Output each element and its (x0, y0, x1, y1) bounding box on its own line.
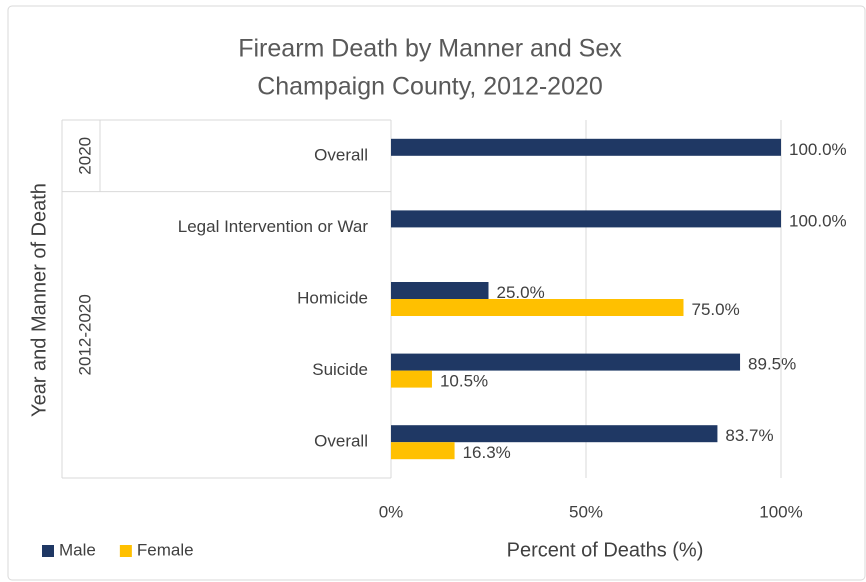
bar (391, 442, 455, 460)
bar (391, 210, 781, 228)
x-tick-label: 0% (379, 502, 404, 521)
data-label: 25.0% (497, 283, 545, 302)
y-tick-label: Overall (314, 145, 368, 164)
data-label: 10.5% (440, 372, 488, 391)
y-axis-title: Year and Manner of Death (28, 183, 50, 417)
y-tick-label: Suicide (312, 360, 368, 379)
data-label: 100.0% (789, 211, 847, 230)
bar (391, 299, 684, 316)
legend-label: Female (137, 540, 194, 559)
x-tick-label: 50% (569, 502, 603, 521)
data-label: 83.7% (725, 426, 773, 445)
bar (391, 138, 781, 156)
bar (391, 370, 432, 388)
bar (391, 353, 741, 371)
bar (391, 282, 489, 299)
y-tick-label: Legal Intervention or War (178, 217, 369, 236)
data-label: 89.5% (748, 355, 796, 374)
chart-title: Firearm Death by Manner and Sex (238, 35, 622, 63)
data-label: 75.0% (692, 300, 740, 319)
legend-label: Male (59, 540, 96, 559)
y-tick-label: Overall (314, 432, 368, 451)
group-label: 2020 (75, 137, 94, 175)
group-label: 2012-2020 (75, 294, 94, 375)
legend-swatch (42, 545, 54, 557)
legend-swatch (119, 545, 132, 557)
bar (391, 425, 718, 443)
x-axis-title: Percent of Deaths (%) (507, 539, 704, 561)
data-label: 16.3% (463, 443, 511, 462)
chart-subtitle: Champaign County, 2012-2020 (257, 73, 603, 101)
x-tick-label: 100% (759, 502, 802, 521)
y-tick-label: Homicide (297, 288, 368, 307)
data-label: 100.0% (789, 140, 847, 159)
